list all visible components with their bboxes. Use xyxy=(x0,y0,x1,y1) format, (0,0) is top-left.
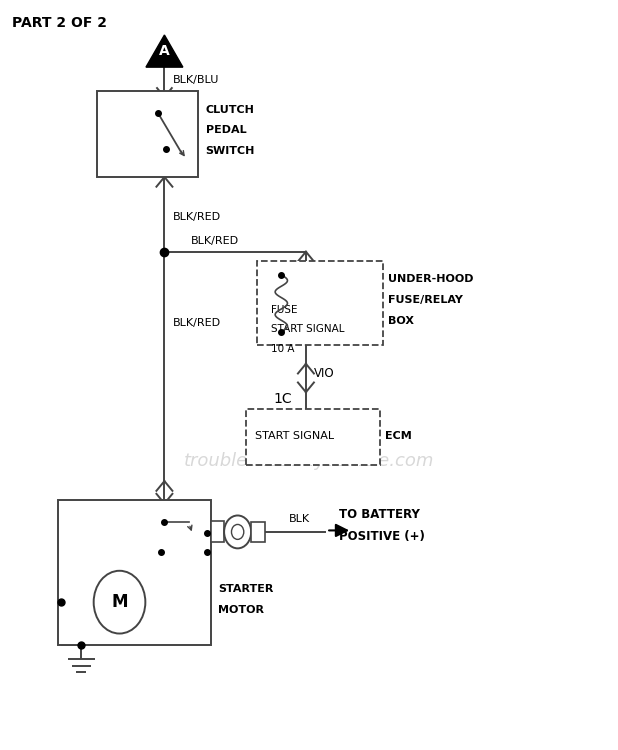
Text: UNDER-HOOD: UNDER-HOOD xyxy=(387,274,473,284)
Text: 10 A: 10 A xyxy=(271,344,294,353)
Text: PEDAL: PEDAL xyxy=(206,125,246,136)
Text: MOTOR: MOTOR xyxy=(218,605,264,615)
Text: BOX: BOX xyxy=(387,316,413,326)
Text: BLK/RED: BLK/RED xyxy=(172,318,221,328)
Text: CLUTCH: CLUTCH xyxy=(206,104,255,115)
Text: BLK/RED: BLK/RED xyxy=(172,211,221,221)
Text: START SIGNAL: START SIGNAL xyxy=(271,324,344,334)
Text: TO BATTERY: TO BATTERY xyxy=(339,508,420,520)
Text: PART 2 OF 2: PART 2 OF 2 xyxy=(12,16,108,30)
Bar xyxy=(246,409,380,465)
Bar xyxy=(256,262,383,345)
Bar xyxy=(97,91,198,177)
Text: SWITCH: SWITCH xyxy=(206,146,255,156)
Text: 1C: 1C xyxy=(273,392,292,406)
Text: VIO: VIO xyxy=(314,367,334,380)
Text: STARTER: STARTER xyxy=(218,584,273,594)
Text: A: A xyxy=(159,44,170,58)
Text: BLK/BLU: BLK/BLU xyxy=(172,75,219,85)
Text: FUSE/RELAY: FUSE/RELAY xyxy=(387,295,463,305)
Bar xyxy=(251,522,265,542)
Text: FUSE: FUSE xyxy=(271,304,297,315)
Polygon shape xyxy=(146,35,183,68)
Bar xyxy=(211,521,224,542)
Text: ECM: ECM xyxy=(385,431,412,441)
Text: M: M xyxy=(111,593,128,611)
Text: BLK: BLK xyxy=(289,514,310,524)
Bar xyxy=(58,500,211,646)
Text: POSITIVE (+): POSITIVE (+) xyxy=(339,530,425,543)
Text: START SIGNAL: START SIGNAL xyxy=(255,431,334,441)
Text: BLK/RED: BLK/RED xyxy=(191,236,239,247)
Text: troubleshootmyvehicle.com: troubleshootmyvehicle.com xyxy=(184,452,434,470)
